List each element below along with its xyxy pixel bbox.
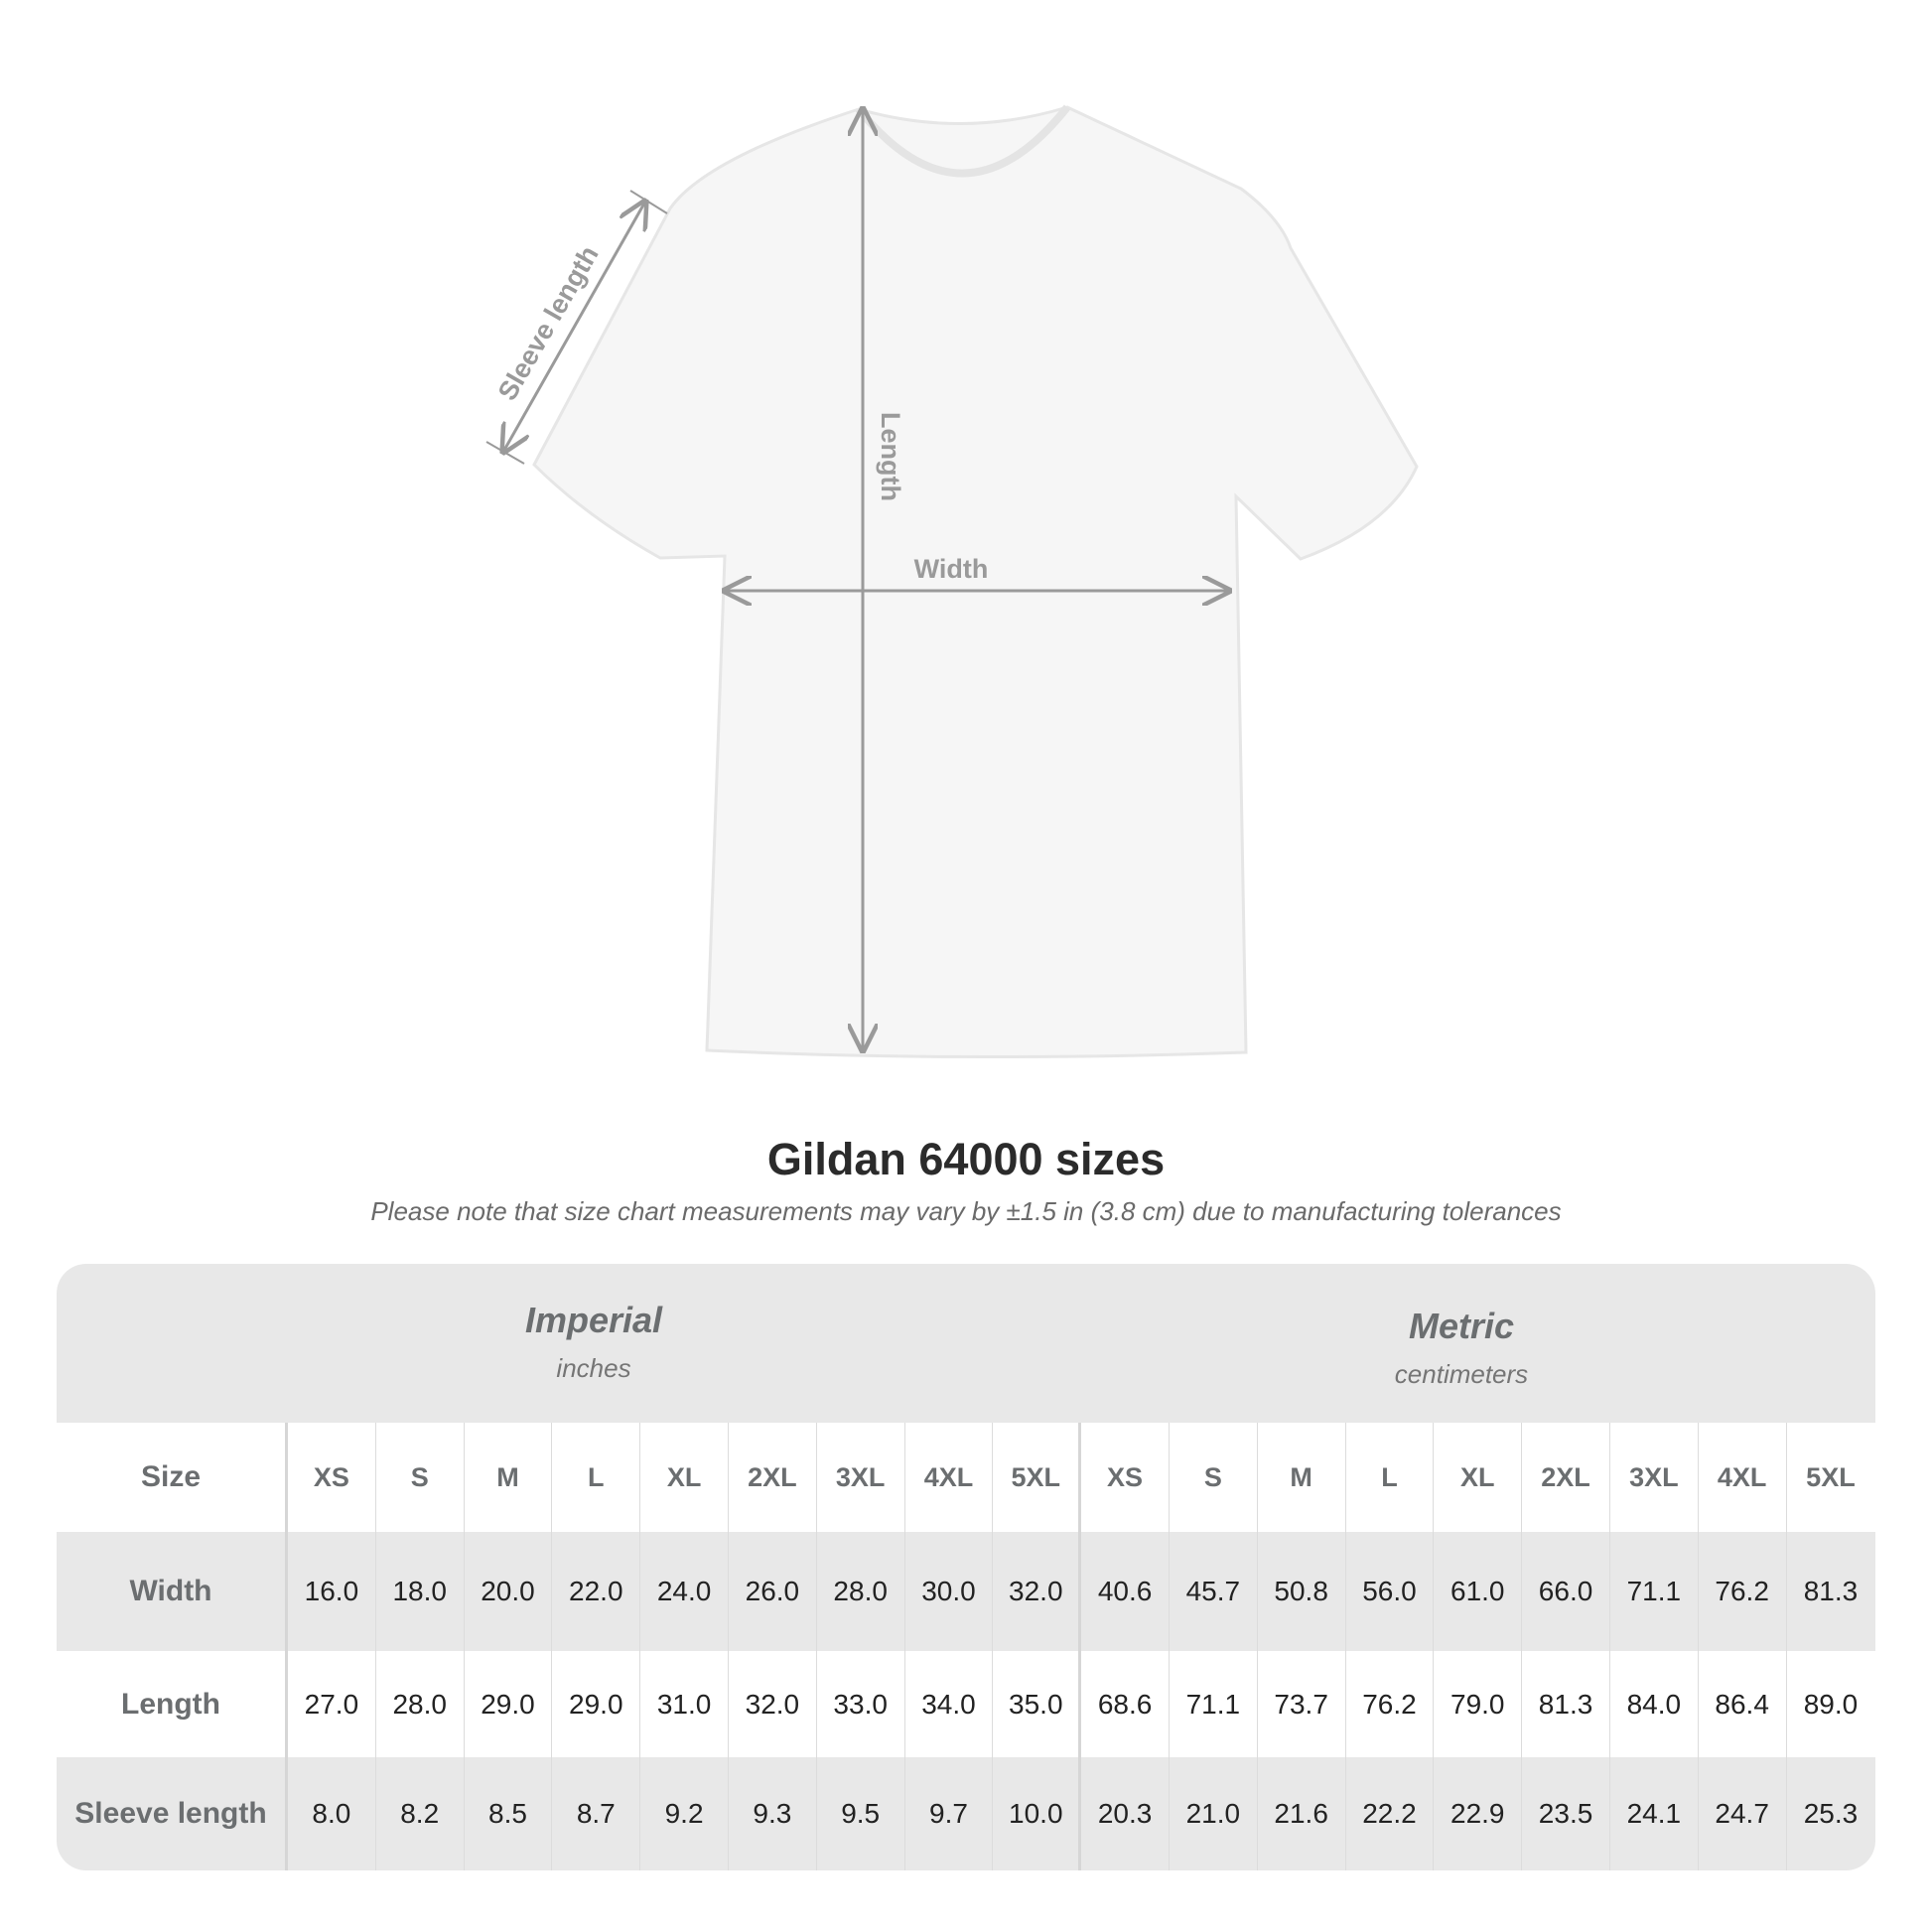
width-label: Width <box>914 554 989 584</box>
table-cell: 9.2 <box>640 1757 729 1870</box>
table-cell: 61.0 <box>1434 1532 1523 1651</box>
size-header-cell: 2XL <box>1522 1423 1610 1532</box>
table-cell: 40.6 <box>1081 1532 1170 1651</box>
table-cell: 24.0 <box>640 1532 729 1651</box>
metric-unit: centimeters <box>1394 1359 1529 1389</box>
table-cell: 31.0 <box>640 1651 729 1757</box>
size-header-cell: S <box>1170 1423 1258 1532</box>
table-cell: 22.0 <box>552 1532 641 1651</box>
table-cell: 28.0 <box>817 1532 905 1651</box>
row-band <box>57 1532 1875 1651</box>
size-header-cell: 5XL <box>993 1423 1082 1532</box>
imperial-unit: inches <box>556 1353 631 1383</box>
table-cell: 24.1 <box>1610 1757 1699 1870</box>
table-cell: 23.5 <box>1522 1757 1610 1870</box>
table-cell: 22.9 <box>1434 1757 1523 1870</box>
table-cell: 50.8 <box>1258 1532 1346 1651</box>
table-cell: 76.2 <box>1346 1651 1435 1757</box>
table-cell: 28.0 <box>376 1651 465 1757</box>
table-cell: 20.0 <box>465 1532 553 1651</box>
size-header-cell: XL <box>1434 1423 1523 1532</box>
metric-header: Metric centimeters <box>1213 1306 1710 1390</box>
size-header-row: Size XS S M L XL 2XL 3XL 4XL 5XL XS S M L XL 2XL 3XL 4XL 5… <box>57 1423 1875 1532</box>
size-header-cell: XL <box>640 1423 729 1532</box>
table-cell: 8.0 <box>288 1757 376 1870</box>
table-cell: 30.0 <box>905 1532 994 1651</box>
row-label: Size <box>57 1423 288 1532</box>
table-cell: 26.0 <box>729 1532 817 1651</box>
size-header-cell: M <box>465 1423 553 1532</box>
table-cell: 16.0 <box>288 1532 376 1651</box>
header-band <box>57 1264 1875 1423</box>
size-header-cell: 4XL <box>1699 1423 1787 1532</box>
size-header-cell: 3XL <box>1610 1423 1699 1532</box>
size-header-cell: XS <box>1081 1423 1170 1532</box>
table-cell: 8.5 <box>465 1757 553 1870</box>
table-cell: 29.0 <box>552 1651 641 1757</box>
table-cell: 18.0 <box>376 1532 465 1651</box>
table-cell: 32.0 <box>993 1532 1082 1651</box>
size-header-cell: 3XL <box>817 1423 905 1532</box>
table-cell: 21.0 <box>1170 1757 1258 1870</box>
size-header-cell: XS <box>288 1423 376 1532</box>
page-title: Gildan 64000 sizes <box>766 1134 1166 1184</box>
table-cell: 9.5 <box>817 1757 905 1870</box>
table-cell: 81.3 <box>1803 1576 1859 1606</box>
table-cell: 89.0 <box>1803 1688 1859 1720</box>
table-cell: 8.7 <box>552 1757 641 1870</box>
table-row: Sleeve length 8.0 8.2 8.5 8.7 9.2 9.3 9.5 9.7 10.… <box>57 1757 1875 1870</box>
table-cell: 33.0 <box>817 1651 905 1757</box>
size-header-cell: 2XL <box>729 1423 817 1532</box>
table-cell: 68.6 <box>1081 1651 1170 1757</box>
table-cell: 22.2 <box>1346 1757 1435 1870</box>
size-header-cell: 4XL <box>905 1423 994 1532</box>
tshirt-diagram: Sleeve length Length Width <box>485 104 1419 1059</box>
table-cell: 71.1 <box>1170 1651 1258 1757</box>
row-label: Width <box>57 1532 288 1651</box>
table-cell: 45.7 <box>1170 1532 1258 1651</box>
table-cell: 25.3 <box>1803 1798 1859 1829</box>
table-cell: 35.0 <box>993 1651 1082 1757</box>
table-cell: 73.7 <box>1258 1651 1346 1757</box>
table-cell: 56.0 <box>1346 1532 1435 1651</box>
table-cell: 20.3 <box>1081 1757 1170 1870</box>
table-row: Width 16.0 18.0 20.0 22.0 24.0 26.0 28.0 30.0 32.… <box>57 1532 1875 1651</box>
size-header-cell: 5XL <box>1806 1461 1856 1492</box>
row-label: Sleeve length <box>57 1757 288 1870</box>
table-cell: 34.0 <box>905 1651 994 1757</box>
metric-title: Metric <box>1408 1306 1515 1346</box>
imperial-header: Imperial inches <box>345 1300 842 1384</box>
table-cell: 84.0 <box>1610 1651 1699 1757</box>
size-header-cell: L <box>1346 1423 1435 1532</box>
size-header-cell: S <box>376 1423 465 1532</box>
size-header-cell: M <box>1258 1423 1346 1532</box>
tolerance-note: Please note that size chart measurements… <box>370 1196 1562 1226</box>
row-label: Length <box>57 1651 288 1757</box>
table-cell: 79.0 <box>1434 1651 1523 1757</box>
table-cell: 9.7 <box>905 1757 994 1870</box>
table-cell: 8.2 <box>376 1757 465 1870</box>
table-cell: 81.3 <box>1522 1651 1610 1757</box>
sleeve-arrow <box>503 202 645 452</box>
table-cell: 32.0 <box>729 1651 817 1757</box>
table-cell: 29.0 <box>465 1651 553 1757</box>
table-cell: 86.4 <box>1699 1651 1787 1757</box>
table-cell: 21.6 <box>1258 1757 1346 1870</box>
table-cell: 71.1 <box>1610 1532 1699 1651</box>
table-cell: 76.2 <box>1699 1532 1787 1651</box>
size-table: Imperial inches Metric centimeters Size X… <box>57 1264 1875 1870</box>
collar <box>855 104 1071 178</box>
row-band <box>57 1757 1875 1870</box>
table-cell: 66.0 <box>1522 1532 1610 1651</box>
table-cell: 24.7 <box>1699 1757 1787 1870</box>
table-row: Length 27.0 28.0 29.0 29.0 31.0 32.0 33.0 34.0 35… <box>57 1651 1875 1757</box>
imperial-title: Imperial <box>524 1300 663 1340</box>
table-cell: 9.3 <box>729 1757 817 1870</box>
table-cell: 10.0 <box>993 1757 1082 1870</box>
length-label: Length <box>876 412 905 501</box>
size-header-cell: L <box>552 1423 641 1532</box>
table-cell: 27.0 <box>288 1651 376 1757</box>
